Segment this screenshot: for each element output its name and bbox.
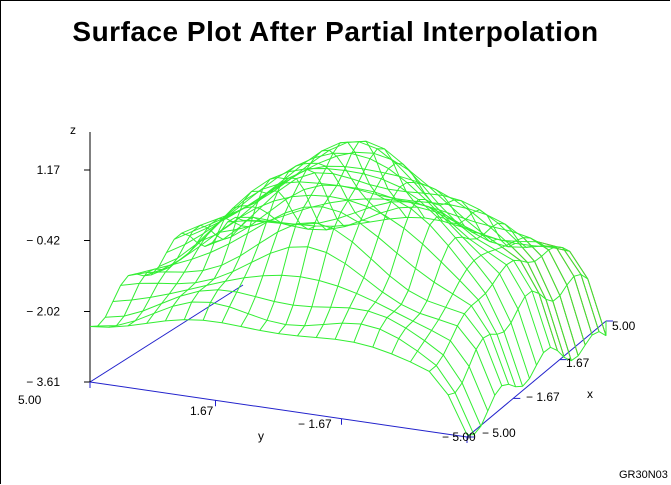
surface-mesh-column (181, 140, 551, 348)
surface-mesh-column (89, 319, 468, 435)
y-axis-title: y (258, 429, 264, 443)
surface-mesh-column (105, 289, 482, 427)
surface-mesh-column (97, 301, 475, 435)
y-tick-label: − 5.00 (442, 430, 476, 444)
axis-labels: 1.17 − 0.42 − 2.02 − 3.61 z 5.00 1.67 − 1.67 − 5… (18, 123, 636, 444)
z-tick-label: 1.17 (37, 163, 61, 177)
y-tick-label: − 1.67 (298, 417, 332, 431)
base-edge-back (89, 284, 244, 383)
surface-mesh-column (212, 184, 579, 356)
surface-mesh-row (447, 273, 589, 396)
surface-mesh-column (135, 206, 510, 385)
surface-mesh-column (151, 181, 524, 387)
surface-mesh-column (242, 216, 607, 336)
z-tick-label: − 2.02 (26, 305, 60, 319)
surface-mesh-column (158, 167, 530, 379)
footnote-code: GR30N03 (619, 469, 668, 481)
surface-mesh-column (219, 198, 586, 346)
x-tick-label: − 5.00 (482, 426, 516, 440)
x-tick-label: 5.00 (612, 319, 636, 333)
z-axis-title: z (70, 123, 76, 137)
y-tick-label: 1.67 (190, 404, 214, 418)
chart-title: Surface Plot After Partial Interpolation (72, 16, 599, 47)
surface-mesh-column (120, 246, 496, 396)
axes-layer (84, 132, 613, 443)
surface-mesh-column (128, 221, 503, 386)
y-tick-label: 5.00 (18, 393, 42, 407)
z-tick-label: − 3.61 (26, 375, 60, 389)
base-edge-right (466, 320, 607, 438)
surface-mesh-column (112, 274, 489, 412)
surface-mesh (89, 140, 607, 436)
surface-mesh-column (143, 194, 517, 387)
surface-mesh-column (204, 172, 572, 361)
x-tick-label: 1.67 (566, 356, 590, 370)
surface-mesh-column (196, 165, 565, 358)
surface-mesh-column (166, 152, 537, 366)
x-tick-label: − 1.67 (526, 390, 560, 404)
x-axis-title: x (587, 387, 593, 401)
z-tick-label: − 0.42 (26, 234, 60, 248)
surface-mesh-row (259, 141, 407, 331)
base-edge-front (89, 381, 468, 438)
